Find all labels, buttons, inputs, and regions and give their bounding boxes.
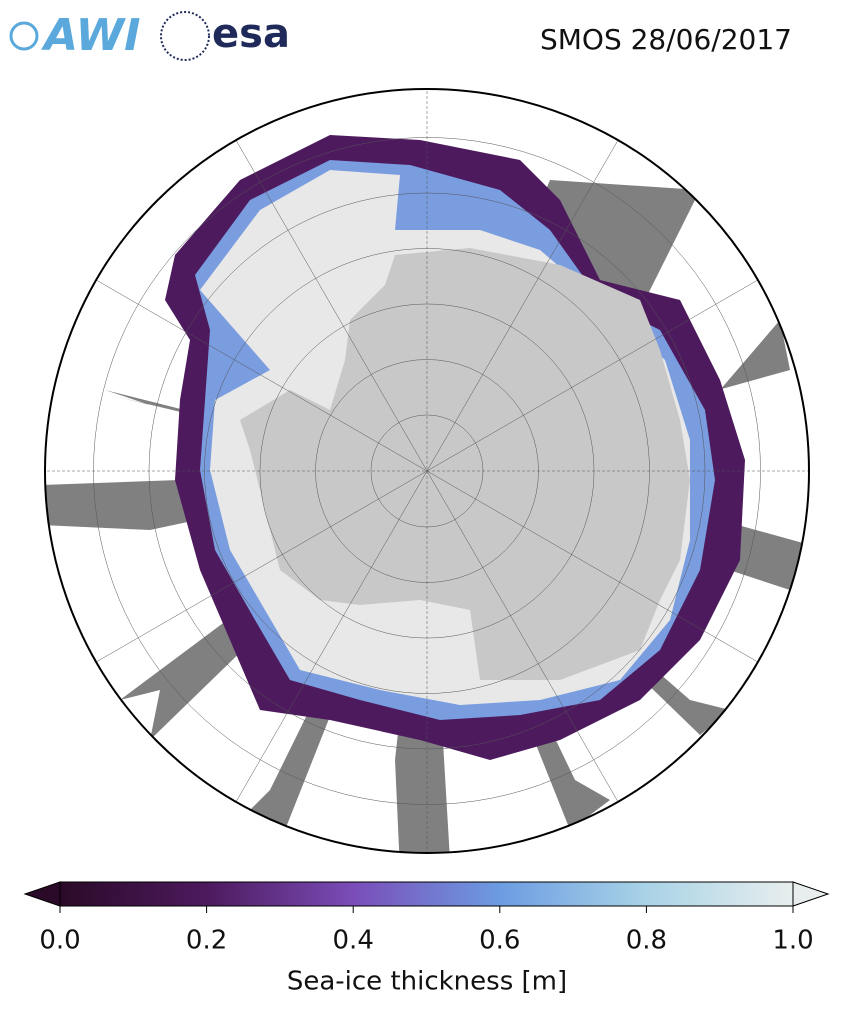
colorbar-tick-label: 1.0 [772,926,813,956]
title: SMOS 28/06/2017 [540,23,792,56]
esa-icon [160,11,210,61]
map-border [44,88,810,854]
colorbar-body [59,881,794,907]
awi-logo: AWI [9,10,141,61]
awi-icon [9,21,39,51]
gap [427,471,610,830]
colorbar-tick-label: 0.6 [479,926,520,956]
colorbar-tick-label: 0.0 [39,926,80,956]
colorbar: 0.0 0.2 0.4 0.6 0.8 1.0 [23,881,830,956]
meridian [89,275,765,667]
graticule [45,89,809,853]
colorbar-extend-high [792,881,830,907]
esa-text: esa [212,11,290,57]
colorbar-label: Sea-ice thickness [m] [287,967,567,997]
antarctica [240,248,690,680]
awi-text: AWI [41,10,141,61]
map [45,89,809,853]
colorbar-tick-label: 0.4 [333,926,374,956]
colorbar-tick-label: 0.8 [626,926,667,956]
gap [250,471,427,830]
colorbar-extend-low [23,881,61,907]
colorbar-tick-label: 0.2 [186,926,227,956]
esa-logo: esa [160,11,290,61]
